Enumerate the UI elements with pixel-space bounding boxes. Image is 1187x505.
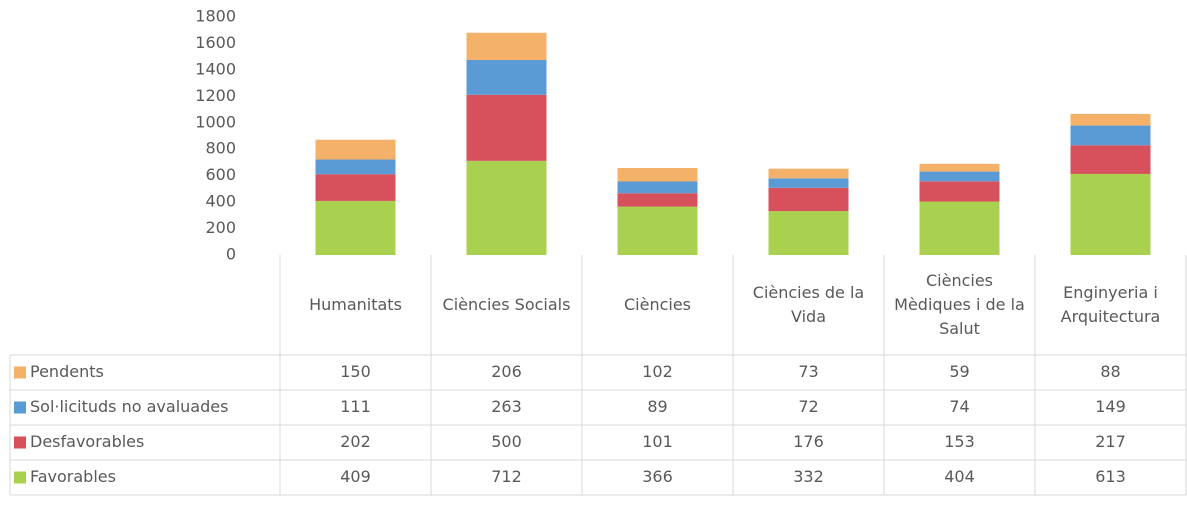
x-tick-label-box: Humanitats bbox=[309, 295, 402, 314]
table-value: 101 bbox=[642, 432, 673, 451]
legend-swatch bbox=[14, 401, 26, 414]
legend-label: Desfavorables bbox=[30, 432, 144, 451]
legend-swatch bbox=[14, 436, 26, 449]
bar-segment bbox=[1070, 125, 1151, 146]
y-tick-label: 1600 bbox=[195, 33, 236, 52]
bar-segment bbox=[466, 59, 547, 95]
table-value: 102 bbox=[642, 362, 673, 381]
bar-segment bbox=[768, 211, 849, 255]
x-tick-label: Humanitats bbox=[309, 295, 402, 314]
table-value: 88 bbox=[1100, 362, 1120, 381]
table-value: 409 bbox=[340, 467, 371, 486]
x-tick-label-box: Ciències Mèdiques i de la Salut bbox=[894, 271, 1025, 338]
table-value: 72 bbox=[798, 397, 818, 416]
bar-segment bbox=[315, 159, 396, 175]
legend-label: Sol·licituds no avaluades bbox=[30, 397, 228, 416]
table-value: 73 bbox=[798, 362, 818, 381]
x-tick-label: Ciències bbox=[623, 295, 692, 314]
y-tick-label: 200 bbox=[205, 218, 236, 237]
bar-segment bbox=[1070, 113, 1151, 126]
table-value: 613 bbox=[1095, 467, 1126, 486]
table-value: 217 bbox=[1095, 432, 1126, 451]
bar-segment bbox=[768, 187, 849, 212]
legend-label: Favorables bbox=[30, 467, 116, 486]
bar-segment bbox=[919, 163, 1000, 172]
bar-segment bbox=[466, 94, 547, 161]
bar-segment bbox=[315, 200, 396, 255]
bar-segment bbox=[466, 160, 547, 255]
table-value: 153 bbox=[944, 432, 975, 451]
bar-segment bbox=[617, 167, 698, 182]
table-value: 263 bbox=[491, 397, 522, 416]
bar-segment bbox=[466, 32, 547, 60]
bar-segment bbox=[315, 139, 396, 160]
bar-segment bbox=[919, 171, 1000, 182]
table-value: 176 bbox=[793, 432, 824, 451]
bar-segment bbox=[768, 168, 849, 179]
x-tick-label: Ciències Socials bbox=[442, 295, 571, 314]
bar-segment bbox=[919, 201, 1000, 255]
table-value: 404 bbox=[944, 467, 975, 486]
x-tick-label: Enginyeria i Arquitectura bbox=[1060, 283, 1161, 326]
table-value: 74 bbox=[949, 397, 969, 416]
bar-segment bbox=[617, 206, 698, 255]
y-tick-label: 0 bbox=[226, 245, 236, 264]
table-value: 332 bbox=[793, 467, 824, 486]
y-tick-label: 800 bbox=[205, 139, 236, 158]
table-value: 206 bbox=[491, 362, 522, 381]
bar-segment bbox=[617, 193, 698, 207]
table-value: 111 bbox=[340, 397, 371, 416]
table-value: 149 bbox=[1095, 397, 1126, 416]
x-tick-label-box: Enginyeria i Arquitectura bbox=[1060, 283, 1161, 326]
legend-swatch bbox=[14, 471, 26, 484]
bar-segment bbox=[768, 178, 849, 188]
bar-segment bbox=[919, 181, 1000, 202]
x-tick-label-box: Ciències bbox=[623, 295, 692, 314]
y-tick-label: 1200 bbox=[195, 86, 236, 105]
y-tick-label: 600 bbox=[205, 165, 236, 184]
legend-swatch bbox=[14, 366, 26, 379]
table-value: 59 bbox=[949, 362, 969, 381]
table-value: 202 bbox=[340, 432, 371, 451]
x-tick-label-box: Ciències Socials bbox=[442, 295, 571, 314]
y-tick-label: 1800 bbox=[195, 7, 236, 26]
bar-segment bbox=[617, 181, 698, 194]
bar-segment bbox=[1070, 145, 1151, 174]
bar-segment bbox=[315, 174, 396, 201]
x-tick-label-box: Ciències de la Vida bbox=[752, 283, 865, 326]
x-tick-label: Ciències de la Vida bbox=[752, 283, 865, 326]
y-tick-label: 1000 bbox=[195, 112, 236, 131]
x-tick-label: Ciències Mèdiques i de la Salut bbox=[894, 271, 1025, 338]
legend-label: Pendents bbox=[30, 362, 104, 381]
y-tick-label: 1400 bbox=[195, 59, 236, 78]
table-value: 89 bbox=[647, 397, 667, 416]
bar-segment bbox=[1070, 173, 1151, 255]
table-value: 150 bbox=[340, 362, 371, 381]
table-value: 500 bbox=[491, 432, 522, 451]
table-value: 712 bbox=[491, 467, 522, 486]
table-value: 366 bbox=[642, 467, 673, 486]
y-tick-label: 400 bbox=[205, 192, 236, 211]
